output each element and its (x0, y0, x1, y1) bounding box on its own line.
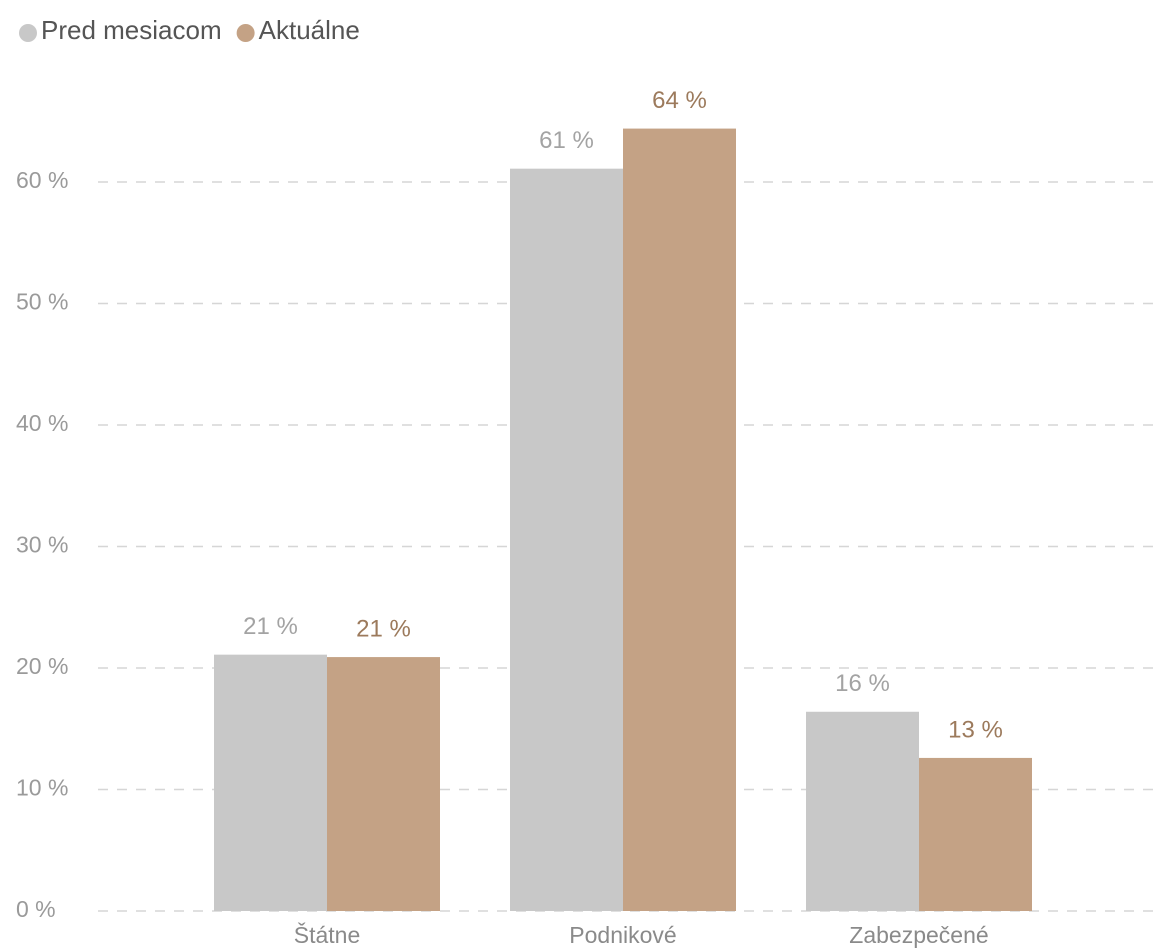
bar (806, 711, 919, 911)
x-tick-label: Štátne (294, 921, 361, 948)
value-label: 16 % (835, 670, 890, 697)
legend-label: Aktuálne (259, 15, 360, 45)
bar (919, 757, 1032, 911)
y-tick-label: 50 % (16, 289, 68, 315)
legend-marker (236, 24, 255, 42)
y-tick-label: 0 % (16, 896, 56, 922)
y-tick-label: 40 % (16, 410, 68, 436)
value-label: 21 % (356, 615, 411, 642)
y-tick-label: 60 % (16, 167, 68, 193)
value-label: 61 % (539, 127, 594, 154)
bar (214, 654, 327, 911)
value-label: 64 % (652, 87, 707, 114)
legend-marker (19, 24, 37, 42)
y-tick-label: 20 % (16, 653, 68, 679)
x-tick-label: Podnikové (569, 922, 676, 948)
bar (510, 168, 623, 911)
legend-label: Pred mesiacom (41, 15, 222, 45)
y-tick-label: 30 % (16, 532, 68, 558)
value-label: 21 % (243, 613, 298, 640)
bar (623, 128, 736, 911)
y-tick-label: 10 % (16, 775, 68, 801)
value-label: 13 % (948, 716, 1003, 743)
bar (327, 657, 440, 911)
x-tick-label: Zabezpečené (849, 922, 988, 948)
